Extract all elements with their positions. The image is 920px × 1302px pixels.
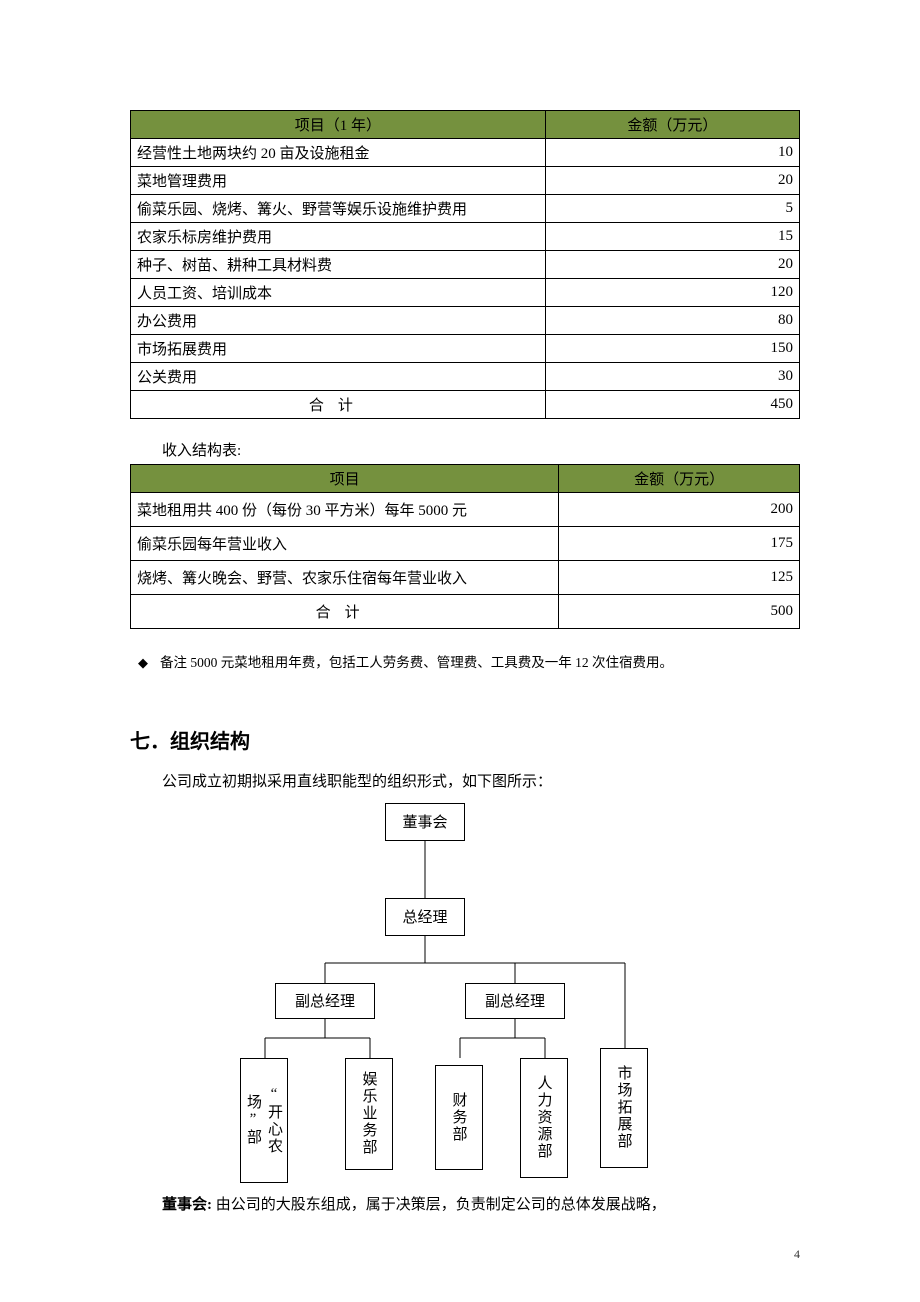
intro-text: 公司成立初期拟采用直线职能型的组织形式，如下图所示： <box>130 768 800 797</box>
table-row: 农家乐标房维护费用15 <box>131 223 800 251</box>
income-table: 项目 金额（万元） 菜地租用共 400 份（每份 30 平方米）每年 5000 … <box>130 464 800 629</box>
table-row: 经营性土地两块约 20 亩及设施租金10 <box>131 139 800 167</box>
table-row: 偷菜乐园每年营业收入175 <box>131 527 800 561</box>
income-header-amount: 金额（万元） <box>559 465 800 493</box>
note-text: 备注 5000 元菜地租用年费，包括工人劳务费、管理费、工具费及一年 12 次住… <box>160 651 673 675</box>
table-total-row: 合计450 <box>131 391 800 419</box>
org-dept4: 人力资源部 <box>520 1058 568 1178</box>
income-section-label: 收入结构表: <box>130 439 800 460</box>
org-chart: 董事会 总经理 副总经理 副总经理 “开心农场”部 娱乐业务部 财务部 人力资源… <box>225 803 705 1183</box>
table-row: 公关费用30 <box>131 363 800 391</box>
cost-header-item: 项目（1 年） <box>131 111 546 139</box>
table-row: 烧烤、篝火晚会、野营、农家乐住宿每年营业收入125 <box>131 561 800 595</box>
org-board: 董事会 <box>385 803 465 841</box>
org-dgm1: 副总经理 <box>275 983 375 1019</box>
org-dgm2: 副总经理 <box>465 983 565 1019</box>
table-total-row: 合计500 <box>131 595 800 629</box>
cost-table: 项目（1 年） 金额（万元） 经营性土地两块约 20 亩及设施租金10 菜地管理… <box>130 110 800 419</box>
table-row: 人员工资、培训成本120 <box>131 279 800 307</box>
board-desc: 董事会: 由公司的大股东组成，属于决策层，负责制定公司的总体发展战略， <box>130 1191 800 1220</box>
table-row: 偷菜乐园、烧烤、篝火、野营等娱乐设施维护费用5 <box>131 195 800 223</box>
org-gm: 总经理 <box>385 898 465 936</box>
org-dept3: 财务部 <box>435 1065 483 1170</box>
org-dept1: “开心农场”部 <box>240 1058 288 1183</box>
org-dept2: 娱乐业务部 <box>345 1058 393 1170</box>
section-heading: 七．组织结构 <box>130 725 800 754</box>
table-row: 菜地管理费用20 <box>131 167 800 195</box>
board-desc-bold: 董事会: <box>162 1197 212 1213</box>
page-number: 4 <box>794 1247 800 1262</box>
diamond-bullet-icon: ◆ <box>138 651 148 674</box>
note: ◆ 备注 5000 元菜地租用年费，包括工人劳务费、管理费、工具费及一年 12 … <box>134 651 800 675</box>
income-header-item: 项目 <box>131 465 559 493</box>
table-row: 菜地租用共 400 份（每份 30 平方米）每年 5000 元200 <box>131 493 800 527</box>
table-row: 市场拓展费用150 <box>131 335 800 363</box>
cost-header-amount: 金额（万元） <box>545 111 799 139</box>
table-row: 办公费用80 <box>131 307 800 335</box>
org-dept5: 市场拓展部 <box>600 1048 648 1168</box>
board-desc-rest: 由公司的大股东组成，属于决策层，负责制定公司的总体发展战略， <box>212 1197 666 1213</box>
table-row: 种子、树苗、耕种工具材料费20 <box>131 251 800 279</box>
